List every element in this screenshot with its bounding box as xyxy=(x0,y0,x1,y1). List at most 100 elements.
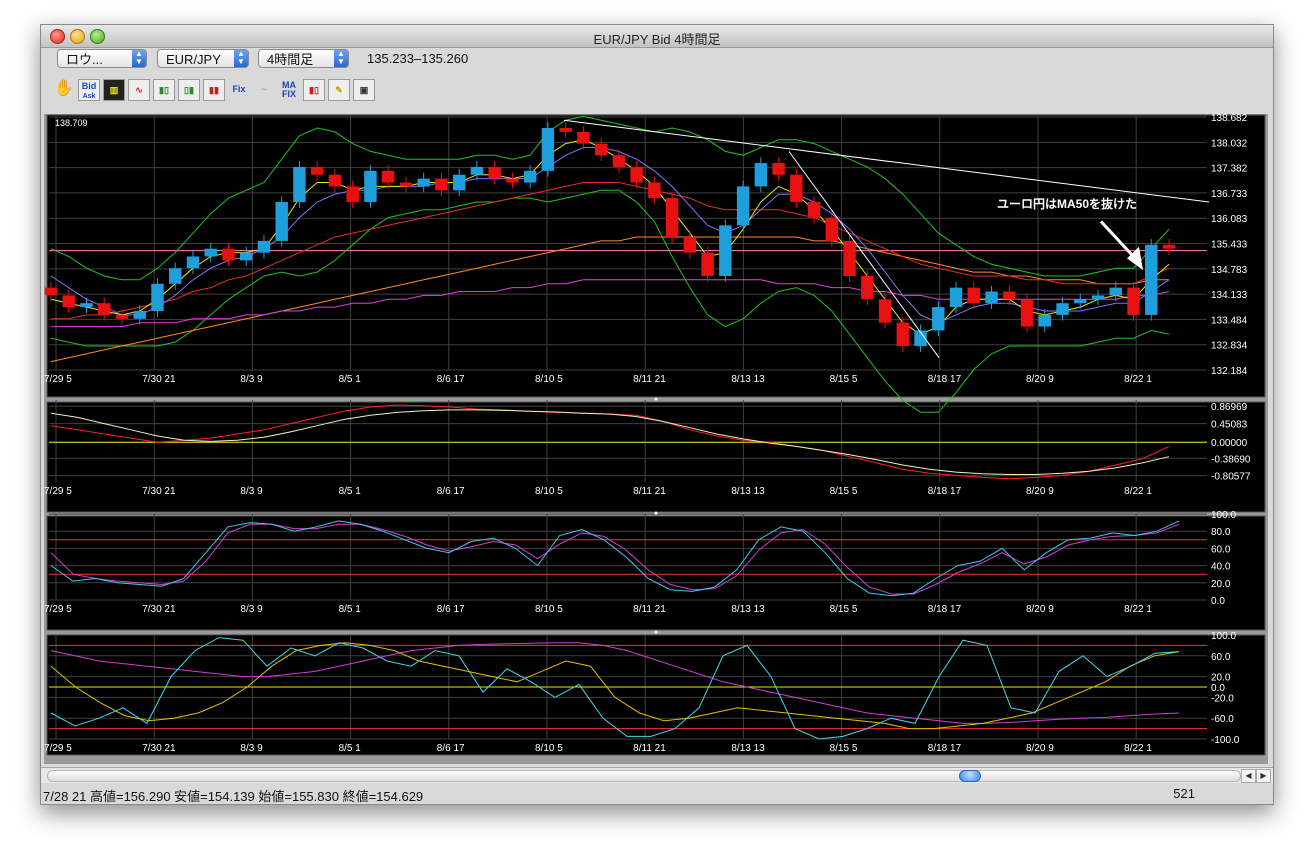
bid-label: Bid xyxy=(81,81,97,91)
ma-short-line xyxy=(50,139,1170,335)
x-tick-label: 8/11 21 xyxy=(633,374,666,385)
horizontal-scrollbar[interactable]: ◀ ▶ xyxy=(41,767,1273,783)
chart-type-select[interactable]: ロウ... ▲ ▼ xyxy=(57,49,147,68)
annotation-arrow-icon xyxy=(1099,220,1139,262)
x-tick-label: 8/20 9 xyxy=(1026,374,1054,385)
candle-body xyxy=(665,198,679,238)
timeframe-select[interactable]: 4時間足 ▲ ▼ xyxy=(258,49,349,68)
candle-body xyxy=(399,182,413,187)
close-button[interactable] xyxy=(50,29,65,44)
x-tick-label: 8/20 9 xyxy=(1026,743,1054,754)
y-tick-label: 134.133 xyxy=(1211,290,1248,301)
x-tick-label: 8/15 5 xyxy=(830,604,858,615)
x-tick-label: 8/10 5 xyxy=(535,374,563,385)
x-tick-label: 8/22 1 xyxy=(1124,374,1152,385)
osc-yellow-line xyxy=(50,642,1180,730)
y-tick-label: 136.733 xyxy=(1211,189,1248,200)
candle-body xyxy=(417,178,430,187)
panel-3-background xyxy=(46,634,1266,756)
scroll-right-icon[interactable]: ▶ xyxy=(1256,769,1271,783)
candle-body xyxy=(896,322,910,347)
panel-2-background xyxy=(46,515,1266,631)
candle-body xyxy=(790,174,803,202)
candle-body xyxy=(967,287,981,304)
scroll-left-icon[interactable]: ◀ xyxy=(1241,769,1256,783)
candle-body xyxy=(736,186,750,226)
fix-icon[interactable]: Fix xyxy=(228,79,250,101)
candle-body xyxy=(861,275,874,300)
y-tick-label: -0.38690 xyxy=(1211,454,1251,465)
candle-body xyxy=(204,248,217,257)
pen-icon[interactable]: ✎ xyxy=(328,79,350,101)
x-tick-label: 8/6 17 xyxy=(437,374,465,385)
scroll-thumb[interactable] xyxy=(959,770,981,782)
bollinger-upper-line xyxy=(50,115,1170,281)
y-tick-label: 132.184 xyxy=(1211,366,1248,377)
candle-body xyxy=(932,307,945,331)
y-tick-label: -60.0 xyxy=(1211,714,1234,725)
x-tick-label: 8/18 17 xyxy=(928,604,962,615)
y-tick-label: 132.834 xyxy=(1211,341,1248,352)
candle-body xyxy=(683,237,697,253)
wave-icon[interactable]: ∿ xyxy=(128,79,150,101)
x-tick-label: 8/6 17 xyxy=(437,486,465,497)
panel-splitter-handle xyxy=(654,397,658,401)
panel-splitter-handle xyxy=(654,630,658,634)
stoch-k-line xyxy=(50,520,1180,597)
x-tick-label: 8/22 1 xyxy=(1124,743,1152,754)
candle-body xyxy=(257,240,271,253)
candle-body xyxy=(115,314,129,319)
osc-cyan-line xyxy=(50,637,1180,740)
x-tick-label: 8/5 1 xyxy=(339,743,362,754)
x-tick-label: 8/5 1 xyxy=(339,374,362,385)
candle-body xyxy=(310,166,324,175)
candles-icon[interactable]: ▮▯ xyxy=(153,79,175,101)
x-tick-label: 7/30 21 xyxy=(142,486,176,497)
candles3-icon[interactable]: ▮▮ xyxy=(203,79,225,101)
chart-svg[interactable]: 138.682 138.032 137.382 136.733 136.083 135.4… xyxy=(44,114,1268,764)
y-tick-label: -0.80577 xyxy=(1211,472,1251,483)
candles2-icon[interactable]: ▯▮ xyxy=(178,79,200,101)
candle-body xyxy=(1074,299,1087,304)
hand-icon[interactable]: ✋ xyxy=(54,80,74,97)
candle-body xyxy=(364,170,377,202)
ma-long-line xyxy=(51,182,1170,320)
x-tick-label: 8/11 21 xyxy=(633,604,666,615)
candle-body xyxy=(1162,244,1176,249)
candle-body xyxy=(186,256,200,269)
camera-icon[interactable]: ▣ xyxy=(353,79,375,101)
candle-body xyxy=(612,155,626,167)
x-tick-label: 8/13 13 xyxy=(731,374,765,385)
bar-chart-icon[interactable]: ▥ xyxy=(103,79,125,101)
y-tick-label: 0.0 xyxy=(1211,683,1225,694)
candle-body xyxy=(1127,287,1140,315)
candle-body xyxy=(825,217,839,241)
stoch-d-line xyxy=(50,523,1180,595)
y-tick-label: 20.0 xyxy=(1211,673,1231,684)
x-tick-label: 8/10 5 xyxy=(535,486,563,497)
minimize-button[interactable] xyxy=(70,29,85,44)
x-tick-label: 7/30 21 xyxy=(142,374,176,385)
symbol-select[interactable]: EUR/JPY ▲ ▼ xyxy=(157,49,249,68)
ma-fix-icon[interactable]: MA FIX xyxy=(278,79,300,101)
zoom-button[interactable] xyxy=(90,29,105,44)
y-tick-label: 133.484 xyxy=(1211,315,1248,326)
bid-ask-icon[interactable]: Bid Ask xyxy=(78,79,100,101)
curve-icon[interactable]: ∼ xyxy=(260,84,268,94)
candle-body xyxy=(222,248,235,261)
x-tick-label: 8/20 9 xyxy=(1026,604,1054,615)
y-tick-label: 40.0 xyxy=(1211,562,1231,573)
x-tick-label: 8/13 13 xyxy=(731,604,765,615)
chart-area[interactable]: 138.682 138.032 137.382 136.733 136.083 135.4… xyxy=(44,114,1268,764)
stepper-icon: ▲ ▼ xyxy=(234,50,248,67)
candle-body xyxy=(754,163,768,187)
candle-body xyxy=(293,166,306,202)
x-tick-label: 8/3 9 xyxy=(240,374,263,385)
candle-body xyxy=(346,186,359,202)
x-tick-label: 8/15 5 xyxy=(830,374,858,385)
x-tick-label: 8/6 17 xyxy=(437,743,465,754)
candle-body xyxy=(807,201,821,218)
candle-style-icon[interactable]: ▮▯ xyxy=(303,79,325,101)
scroll-track[interactable] xyxy=(47,770,1241,782)
y-tick-label: 136.083 xyxy=(1211,214,1248,225)
